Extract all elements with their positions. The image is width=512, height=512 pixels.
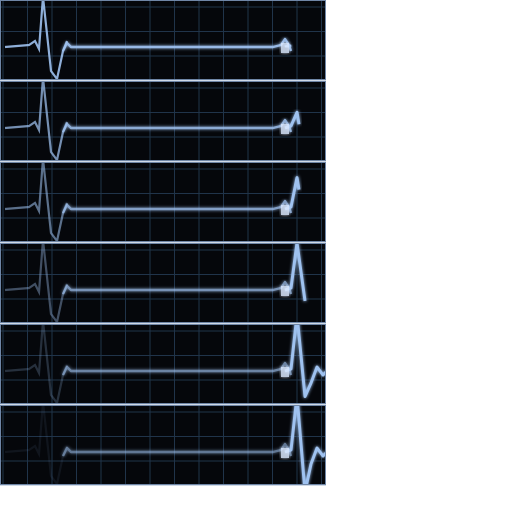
baseline-trace bbox=[63, 282, 291, 294]
baseline-trace bbox=[63, 201, 291, 213]
previous-beat-trace bbox=[5, 82, 67, 160]
ecg-trace-icon bbox=[1, 1, 326, 80]
ecg-frame-3 bbox=[0, 162, 326, 242]
trace-cursor bbox=[281, 124, 289, 134]
previous-beat-trace bbox=[5, 406, 67, 484]
previous-beat-trace bbox=[5, 244, 67, 322]
baseline-trace bbox=[63, 39, 291, 51]
baseline-trace bbox=[63, 120, 291, 132]
trace-cursor bbox=[281, 448, 289, 458]
current-beat-trace bbox=[285, 406, 326, 485]
previous-beat-trace bbox=[5, 325, 67, 403]
previous-beat-trace bbox=[5, 163, 67, 241]
ecg-frame-6 bbox=[0, 405, 326, 485]
ecg-frame-1 bbox=[0, 0, 326, 80]
baseline-trace bbox=[63, 444, 291, 456]
trace-cursor bbox=[281, 43, 289, 53]
current-beat-trace bbox=[285, 325, 326, 397]
trace-cursor bbox=[281, 367, 289, 377]
previous-beat-trace bbox=[5, 1, 67, 79]
ecg-trace-icon bbox=[1, 82, 326, 161]
ecg-trace-icon bbox=[1, 163, 326, 242]
trace-cursor bbox=[281, 286, 289, 296]
baseline-trace bbox=[63, 363, 291, 375]
ecg-trace-icon bbox=[1, 406, 326, 485]
ecg-trace-icon bbox=[1, 325, 326, 404]
ecg-frame-4 bbox=[0, 243, 326, 323]
ecg-frame-sequence bbox=[0, 0, 326, 486]
ecg-trace-icon bbox=[1, 244, 326, 323]
trace-cursor bbox=[281, 205, 289, 215]
ecg-frame-5 bbox=[0, 324, 326, 404]
ecg-frame-2 bbox=[0, 81, 326, 161]
